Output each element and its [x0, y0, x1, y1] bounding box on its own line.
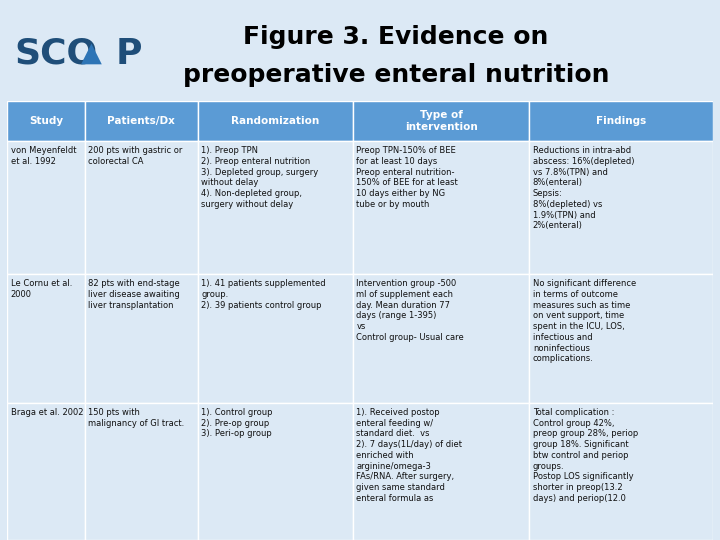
- Text: 150 pts with
malignancy of GI tract.: 150 pts with malignancy of GI tract.: [89, 408, 184, 428]
- Text: Braga et al. 2002: Braga et al. 2002: [11, 408, 84, 417]
- Bar: [7, 141, 85, 274]
- Bar: [7, 101, 85, 141]
- Bar: [353, 101, 529, 141]
- Text: Type of
intervention: Type of intervention: [405, 110, 477, 132]
- Bar: [85, 402, 198, 540]
- Text: 82 pts with end-stage
liver disease awaiting
liver transplantation: 82 pts with end-stage liver disease awai…: [89, 279, 180, 310]
- Text: Randomization: Randomization: [231, 116, 320, 126]
- Bar: [7, 274, 85, 402]
- Text: P: P: [115, 37, 142, 71]
- Bar: [198, 101, 353, 141]
- Text: No significant difference
in terms of outcome
measures such as time
on vent supp: No significant difference in terms of ou…: [533, 279, 636, 363]
- Text: Findings: Findings: [596, 116, 646, 126]
- Text: von Meyenfeldt
et al. 1992: von Meyenfeldt et al. 1992: [11, 146, 76, 166]
- Text: 1). Preop TPN
2). Preop enteral nutrition
3). Depleted group, surgery
without de: 1). Preop TPN 2). Preop enteral nutritio…: [201, 146, 318, 209]
- Text: preoperative enteral nutrition: preoperative enteral nutrition: [183, 63, 609, 86]
- Text: 1). 41 patients supplemented
group.
2). 39 patients control group: 1). 41 patients supplemented group. 2). …: [201, 279, 326, 310]
- Text: SCO: SCO: [14, 37, 98, 71]
- Text: Figure 3. Evidence on: Figure 3. Evidence on: [243, 25, 549, 49]
- Bar: [353, 141, 529, 274]
- Text: Patients/Dx: Patients/Dx: [107, 116, 175, 126]
- Bar: [198, 402, 353, 540]
- Text: ▲: ▲: [81, 40, 102, 67]
- Text: Intervention group -500
ml of supplement each
day. Mean duration 77
days (range : Intervention group -500 ml of supplement…: [356, 279, 464, 342]
- Text: Le Cornu et al.
2000: Le Cornu et al. 2000: [11, 279, 72, 299]
- Bar: [353, 402, 529, 540]
- Bar: [353, 274, 529, 402]
- Bar: [85, 274, 198, 402]
- Text: Preop TPN-150% of BEE
for at least 10 days
Preop enteral nutrition-
150% of BEE : Preop TPN-150% of BEE for at least 10 da…: [356, 146, 458, 209]
- Text: 1). Control group
2). Pre-op group
3). Peri-op group: 1). Control group 2). Pre-op group 3). P…: [201, 408, 273, 438]
- Bar: [529, 141, 713, 274]
- Text: Study: Study: [29, 116, 63, 126]
- Bar: [85, 101, 198, 141]
- Bar: [198, 274, 353, 402]
- Text: Total complication :
Control group 42%,
preop group 28%, periop
group 18%. Signi: Total complication : Control group 42%, …: [533, 408, 638, 503]
- Bar: [529, 101, 713, 141]
- Bar: [529, 402, 713, 540]
- Text: 1). Received postop
enteral feeding w/
standard diet.  vs
2). 7 days(1L/day) of : 1). Received postop enteral feeding w/ s…: [356, 408, 462, 503]
- Bar: [198, 141, 353, 274]
- Bar: [85, 141, 198, 274]
- Bar: [529, 274, 713, 402]
- Bar: [7, 402, 85, 540]
- Text: Reductions in intra-abd
abscess: 16%(depleted)
vs 7.8%(TPN) and
8%(enteral)
Seps: Reductions in intra-abd abscess: 16%(dep…: [533, 146, 634, 231]
- Text: 200 pts with gastric or
colorectal CA: 200 pts with gastric or colorectal CA: [89, 146, 183, 166]
